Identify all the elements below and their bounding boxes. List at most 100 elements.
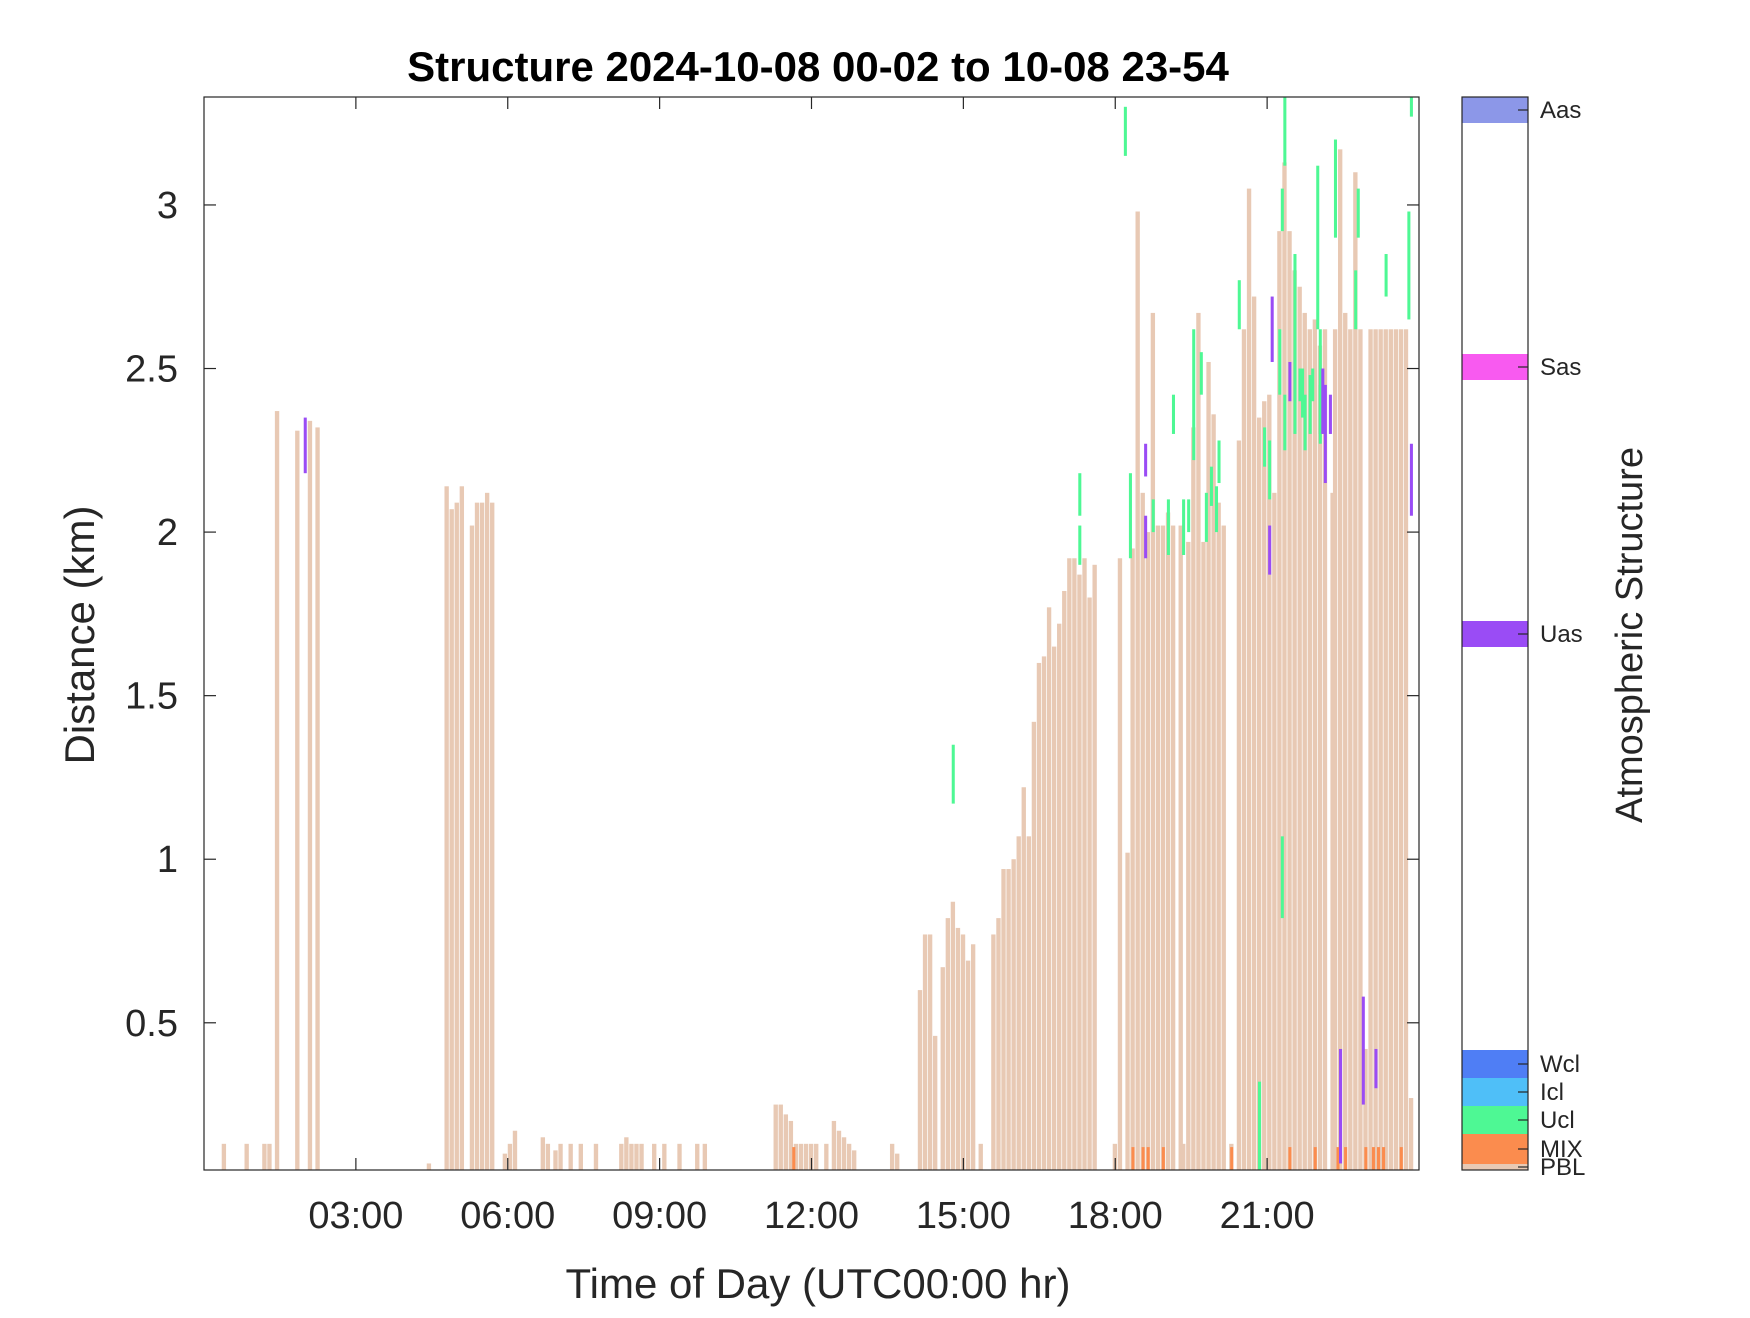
pbl-bar	[1358, 329, 1363, 1170]
pbl-bar	[1317, 345, 1323, 1170]
pbl-bar	[1363, 1048, 1368, 1170]
layer-segment-ucl	[951, 744, 955, 804]
pbl-bar	[933, 1035, 938, 1171]
pbl-bar	[1383, 329, 1388, 1170]
layer-segment-ucl	[1182, 499, 1186, 555]
y-tick-label: 2.5	[125, 349, 178, 391]
pbl-bar	[1388, 329, 1393, 1170]
pbl-bar	[1155, 525, 1161, 1170]
pbl-bar	[449, 509, 454, 1170]
pbl-bar	[1117, 558, 1123, 1170]
pbl-bar	[1165, 512, 1171, 1170]
x-tick-label: 12:00	[764, 1195, 859, 1237]
layer-segment-ucl	[1384, 254, 1388, 297]
pbl-bar	[1181, 1143, 1186, 1170]
layer-segment-ucl	[1283, 97, 1287, 166]
layer-segment-mix	[1376, 1147, 1381, 1170]
layer-segment-ucl	[1356, 188, 1360, 238]
pbl-bar	[1262, 401, 1267, 1171]
layer-segment-uas	[1374, 1048, 1378, 1089]
pbl-bar	[1150, 312, 1156, 1170]
x-tick-label: 09:00	[612, 1195, 707, 1237]
chart-title: Structure 2024-10-08 00-02 to 10-08 23-5…	[407, 43, 1229, 90]
layer-segment-uas	[1361, 996, 1365, 1105]
layer-segment-ucl	[1298, 368, 1302, 402]
pbl-bar	[1216, 502, 1221, 1170]
pbl-bar	[677, 1143, 682, 1170]
pbl-bar	[307, 420, 313, 1170]
pbl-bar	[1051, 646, 1057, 1170]
pbl-bar	[624, 1137, 629, 1170]
pbl-bar	[619, 1143, 624, 1170]
pbl-bar	[1408, 1098, 1414, 1170]
layer-segment-uas	[1409, 443, 1413, 516]
pbl-bar	[1236, 440, 1242, 1170]
pbl-bar	[1036, 662, 1042, 1170]
layer-segment-uas	[1288, 361, 1292, 402]
pbl-bar	[1031, 721, 1037, 1170]
pbl-bar	[315, 427, 320, 1170]
colorbar-tick-label: Aas	[1540, 97, 1581, 124]
pbl-bar	[459, 486, 465, 1170]
y-tick-label: 0.5	[125, 1003, 178, 1045]
colorbar-label: Atmospheric Structure	[1609, 447, 1651, 823]
pbl-bar	[274, 411, 280, 1170]
pbl-bar	[922, 934, 928, 1170]
pbl-bar	[540, 1137, 546, 1170]
pbl-bar	[852, 1150, 857, 1170]
colorbar-swatch-icl	[1462, 1078, 1528, 1106]
pbl-bar	[1272, 492, 1277, 1171]
layer-segment-mix	[1371, 1147, 1375, 1170]
pbl-bar	[1067, 558, 1072, 1170]
layer-segment-uas	[1144, 443, 1148, 477]
pbl-bar	[1307, 329, 1312, 1170]
pbl-bar	[426, 1163, 432, 1170]
pbl-bar	[1277, 231, 1282, 1171]
pbl-bar	[1322, 329, 1328, 1170]
pbl-bar	[512, 1130, 518, 1170]
colorbar-tick-label: Wcl	[1540, 1051, 1580, 1078]
pbl-bar	[639, 1143, 644, 1170]
layer-segment-ucl	[1237, 280, 1241, 330]
pbl-bar	[1021, 787, 1026, 1170]
pbl-bar	[1196, 312, 1201, 1170]
pbl-bar	[262, 1143, 267, 1170]
layer-segment-ucl	[1217, 440, 1221, 484]
pbl-bar	[484, 492, 490, 1171]
colorbar-tick-label: Icl	[1540, 1079, 1564, 1106]
colorbar-swatch-uas	[1462, 621, 1528, 647]
y-tick-label: 3	[157, 185, 178, 227]
pbl-bar	[221, 1143, 227, 1170]
pbl-bar	[1348, 329, 1353, 1170]
pbl-bar	[553, 1150, 558, 1170]
colorbar-swatch-wcl	[1462, 1050, 1528, 1078]
pbl-bar	[917, 990, 923, 1170]
pbl-bar	[593, 1143, 599, 1170]
pbl-bar	[1145, 532, 1150, 1170]
pbl-bar	[1082, 558, 1087, 1170]
layer-segment-ucl	[1268, 440, 1272, 500]
layer-segment-ucl	[1214, 486, 1219, 533]
colorbar-swatch-mix	[1462, 1134, 1528, 1164]
layer-segment-mix	[1288, 1147, 1292, 1170]
pbl-bar	[798, 1143, 804, 1170]
layer-segment-ucl	[1283, 394, 1287, 451]
layer-segment-ucl	[1128, 473, 1132, 559]
pbl-bar	[955, 927, 961, 1170]
pbl-bar	[1191, 427, 1196, 1170]
layer-segment-ucl	[1078, 473, 1082, 516]
y-tick-label: 1.5	[125, 676, 178, 718]
colorbar-tick-label: PBL	[1540, 1154, 1585, 1181]
pbl-bar	[970, 944, 976, 1170]
pbl-bar	[469, 525, 475, 1170]
layer-segment-ucl	[1199, 352, 1203, 395]
pbl-bar	[1368, 329, 1373, 1170]
layer-segment-mix	[1313, 1147, 1317, 1170]
pbl-bar	[454, 502, 459, 1170]
layer-segment-mix	[1382, 1147, 1386, 1170]
colorbar-tick-label: Ucl	[1540, 1107, 1575, 1134]
layer-segment-uas	[1144, 515, 1148, 559]
pbl-bar	[1112, 1143, 1118, 1170]
pbl-bar	[1046, 607, 1052, 1170]
